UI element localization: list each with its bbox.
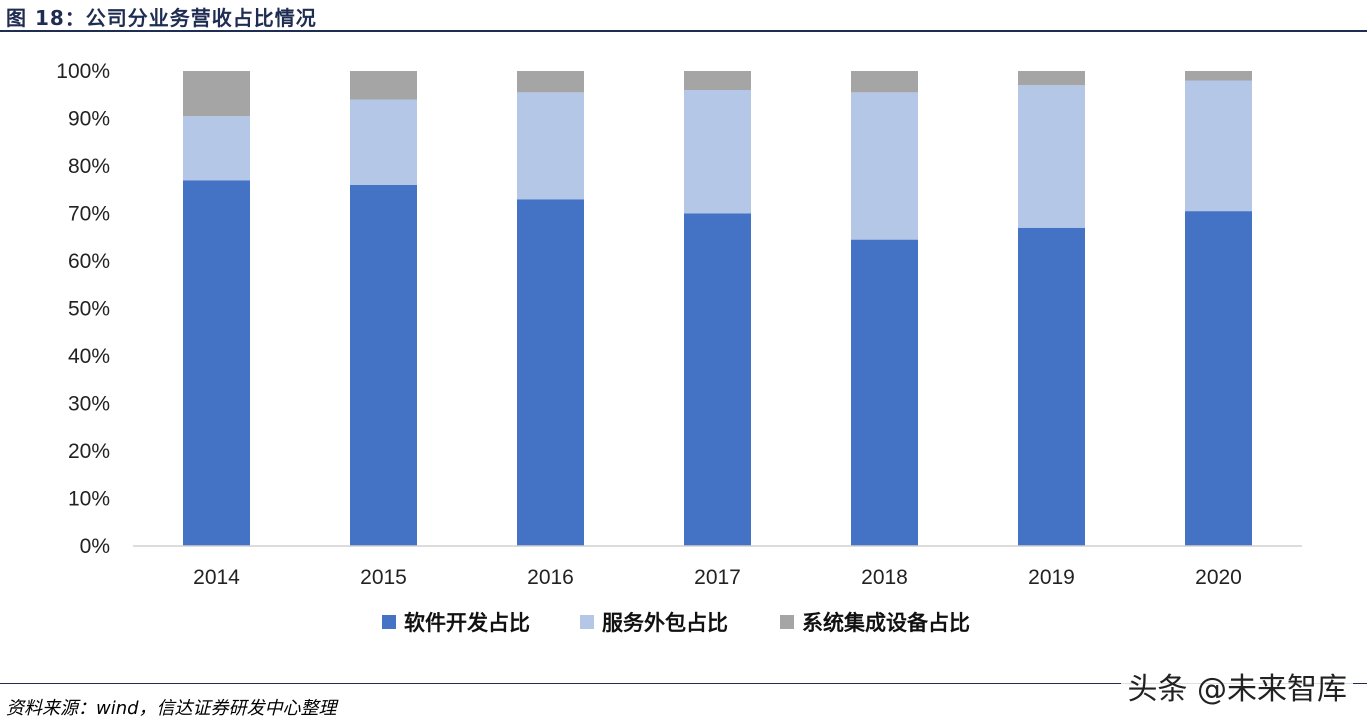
bottom-rule xyxy=(0,683,1367,684)
x-tick-label: 2019 xyxy=(1028,566,1075,589)
y-tick-label: 60% xyxy=(68,250,110,273)
y-tick-label: 100% xyxy=(56,60,110,83)
bar-segment-outsourcing xyxy=(1185,80,1252,212)
legend-swatch xyxy=(580,615,594,629)
bar-segment-software xyxy=(851,239,918,546)
x-tick-label: 2015 xyxy=(360,566,407,589)
bar-segment-outsourcing xyxy=(350,99,417,185)
chart-legend: 软件开发占比 服务外包占比 系统集成设备占比 xyxy=(382,611,970,635)
bar-segment-integration xyxy=(684,71,751,90)
bar-segment-outsourcing xyxy=(1018,85,1085,228)
y-tick-label: 80% xyxy=(68,155,110,178)
x-tick-label: 2018 xyxy=(861,566,908,589)
bar-segment-integration xyxy=(183,71,250,117)
x-axis-labels: 2014 2015 2016 2017 2018 2019 2020 xyxy=(193,566,1242,589)
bar-segment-integration xyxy=(517,71,584,93)
y-tick-label: 20% xyxy=(68,440,110,463)
bar-segment-integration xyxy=(1185,71,1252,81)
watermark: 头条 @未来智库 xyxy=(1121,664,1353,708)
source-note: 资料来源：wind，信达证券研发中心整理 xyxy=(6,698,337,719)
bar-segment-outsourcing xyxy=(183,116,250,181)
bar-segment-software xyxy=(517,199,584,546)
y-tick-label: 0% xyxy=(80,535,110,558)
y-tick-label: 70% xyxy=(68,203,110,226)
stacked-bar-chart: 0%10%20%30%40%50%60%70%80%90%100% 2014 20… xyxy=(56,60,1302,635)
y-tick-label: 90% xyxy=(68,108,110,131)
bar-segment-integration xyxy=(1018,71,1085,86)
legend-swatch xyxy=(780,615,794,629)
legend-label: 服务外包占比 xyxy=(602,611,728,635)
bar-segment-software xyxy=(183,180,250,546)
x-tick-label: 2020 xyxy=(1195,566,1242,589)
y-tick-label: 50% xyxy=(68,298,110,321)
bar-segment-software xyxy=(350,185,417,546)
x-tick-label: 2014 xyxy=(193,566,240,589)
legend-swatch xyxy=(382,615,396,629)
bar-segment-outsourcing xyxy=(684,90,751,214)
bar-segment-integration xyxy=(851,71,918,93)
x-tick-label: 2017 xyxy=(694,566,741,589)
top-rule xyxy=(0,30,1367,32)
y-tick-label: 30% xyxy=(68,393,110,416)
bar-segment-software xyxy=(684,213,751,546)
bar-segment-outsourcing xyxy=(517,92,584,200)
bar-segment-outsourcing xyxy=(851,92,918,240)
y-tick-label: 10% xyxy=(68,488,110,511)
bar-stacks xyxy=(183,71,1252,546)
legend-label: 软件开发占比 xyxy=(404,611,530,635)
x-tick-label: 2016 xyxy=(527,566,574,589)
y-axis-ticks: 0% 10% 20% 30% 40% 50% 60% 70% 80% 90% 100% xyxy=(56,60,110,558)
legend-label: 系统集成设备占比 xyxy=(802,611,970,635)
bar-segment-software xyxy=(1185,211,1252,546)
figure-title: 图 18：公司分业务营收占比情况 xyxy=(6,6,317,30)
bar-segment-software xyxy=(1018,227,1085,546)
y-tick-label: 40% xyxy=(68,345,110,368)
bar-segment-integration xyxy=(350,71,417,100)
